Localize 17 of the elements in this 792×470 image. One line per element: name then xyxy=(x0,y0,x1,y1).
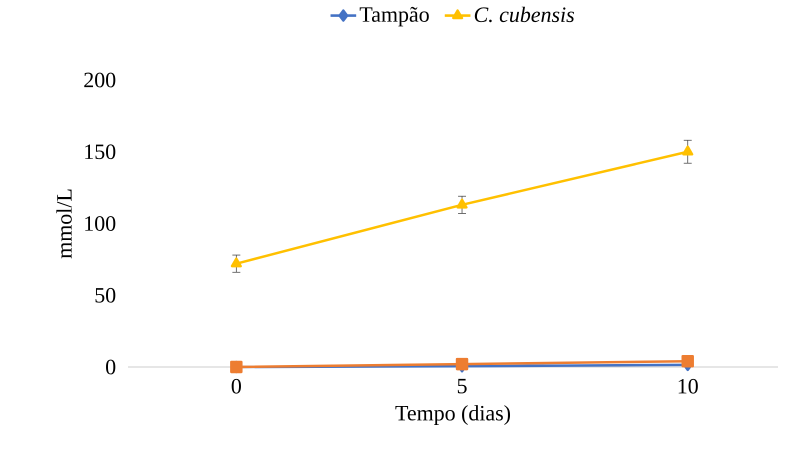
y-axis-title: mmol/L xyxy=(56,189,72,258)
x-tick-label: 10 xyxy=(678,378,698,394)
point xyxy=(230,257,242,268)
y-tick-label: 0 xyxy=(106,360,116,374)
y-tick-label: 200 xyxy=(84,72,116,88)
point xyxy=(456,358,468,370)
x-axis-title: Tempo (dias) xyxy=(395,405,510,426)
legend-label: Tampão xyxy=(360,6,429,26)
point xyxy=(682,355,694,368)
x-tick-label: 0 xyxy=(232,378,241,394)
y-tick-label: 50 xyxy=(96,288,116,303)
point xyxy=(682,146,694,156)
y-tick-label: 100 xyxy=(85,216,116,231)
legend-label: C. cubensis xyxy=(474,6,574,22)
x-tick-label: 5 xyxy=(458,378,467,394)
point xyxy=(456,198,468,209)
y-tick-label: 150 xyxy=(85,144,116,160)
